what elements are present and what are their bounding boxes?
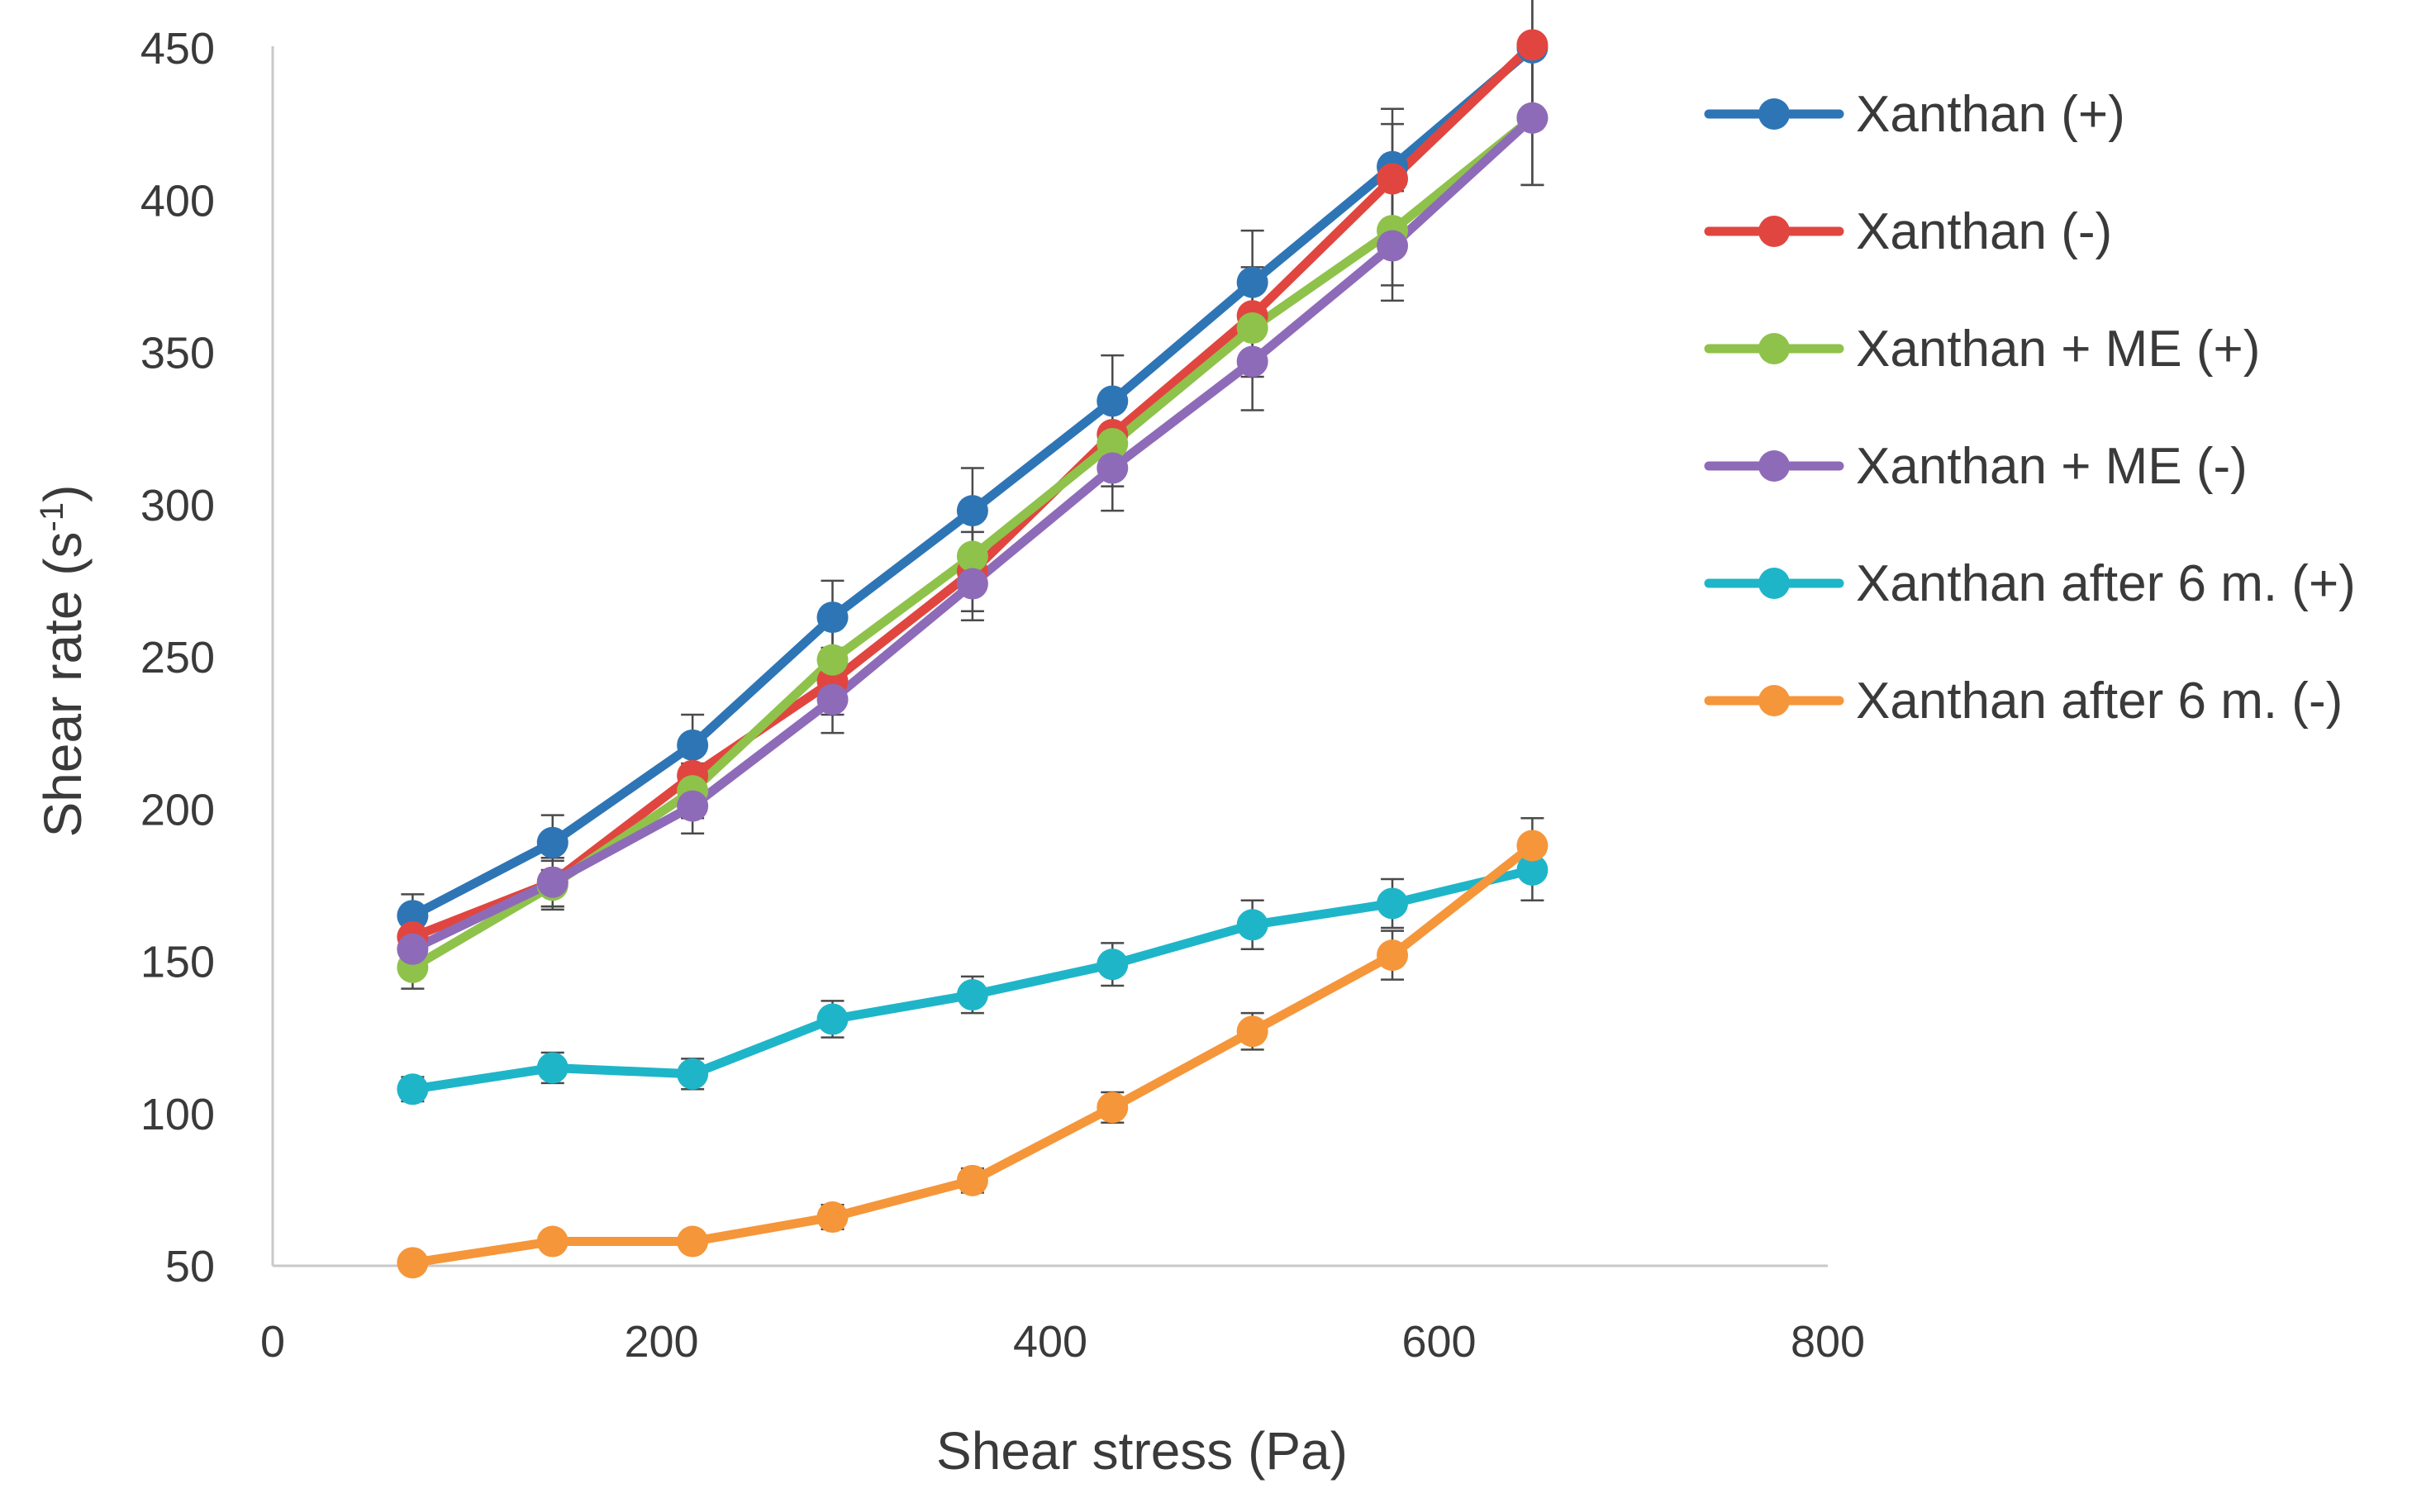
legend-swatch-marker — [1758, 568, 1790, 599]
legend-item-xanthan-me: Xanthan + ME (+) — [1704, 321, 2260, 378]
x-tick-label: 200 — [624, 1317, 698, 1367]
data-point-xanthan-after-6-m — [1377, 887, 1409, 920]
data-point-xanthan-after-6-m — [956, 1164, 988, 1196]
data-point-xanthan-me — [1236, 345, 1268, 378]
data-point-xanthan-me — [816, 683, 849, 716]
data-point-xanthan-me — [956, 540, 988, 573]
y-axis-title: Shear rate (s-1) — [33, 485, 93, 838]
legend-swatch-marker — [1758, 333, 1790, 364]
y-axis-title-close: ) — [33, 485, 93, 502]
legend-item-xanthan: Xanthan (-) — [1704, 203, 2112, 260]
x-axis-title: Shear stress (Pa) — [936, 1421, 1348, 1481]
legend-swatch-marker — [1758, 685, 1790, 716]
x-tick-label: 600 — [1401, 1317, 1476, 1367]
data-point-xanthan-me — [1377, 230, 1409, 262]
legend-swatch-marker — [1758, 216, 1790, 247]
data-point-xanthan-after-6-m — [677, 1225, 709, 1258]
data-point-xanthan-me — [1097, 452, 1129, 484]
data-point-xanthan-after-6-m — [536, 1225, 569, 1258]
y-tick-label: 350 — [140, 329, 215, 378]
data-point-xanthan — [1377, 163, 1409, 195]
data-point-xanthan-after-6-m — [1516, 830, 1549, 862]
legend-label: Xanthan (+) — [1856, 86, 2125, 143]
data-point-xanthan-after-6-m — [677, 1058, 709, 1090]
y-tick-label: 50 — [165, 1242, 215, 1291]
data-point-xanthan-after-6-m — [1236, 909, 1268, 941]
data-point-xanthan-me — [1236, 312, 1268, 345]
legend-item-xanthan-me: Xanthan + ME (-) — [1704, 438, 2248, 495]
y-tick-label: 300 — [140, 481, 215, 530]
data-point-xanthan-me — [816, 644, 849, 676]
data-point-xanthan-me — [397, 933, 429, 965]
x-tick-labels: 0 200 400 600 800 — [260, 1317, 1865, 1367]
data-point-xanthan-after-6-m — [1097, 949, 1129, 981]
data-point-xanthan — [677, 729, 709, 761]
legend-label: Xanthan + ME (+) — [1856, 321, 2260, 378]
data-point-xanthan-after-6-m — [956, 979, 988, 1011]
y-axis-title-superscript: -1 — [34, 502, 70, 532]
legend-swatch-marker — [1758, 450, 1790, 482]
y-tick-label: 400 — [140, 176, 215, 226]
data-point-xanthan-after-6-m — [397, 1247, 429, 1279]
series-lines — [407, 40, 1537, 1267]
data-point-xanthan-after-6-m — [536, 1052, 569, 1084]
data-point-xanthan — [1097, 385, 1129, 417]
data-point-xanthan-me — [1097, 428, 1129, 460]
axes — [271, 46, 1828, 1267]
data-point-xanthan-me — [677, 790, 709, 822]
data-point-xanthan-me — [956, 568, 988, 600]
y-tick-label: 250 — [140, 633, 215, 682]
data-point-xanthan-after-6-m — [1236, 1015, 1268, 1048]
y-tick-label: 450 — [140, 24, 215, 74]
y-tick-label: 200 — [140, 785, 215, 834]
y-tick-label: 150 — [140, 938, 215, 987]
x-tick-label: 400 — [1013, 1317, 1087, 1367]
legend-item-xanthan: Xanthan (+) — [1704, 86, 2125, 143]
data-point-xanthan-after-6-m — [816, 1003, 849, 1035]
legend-label: Xanthan (-) — [1856, 203, 2112, 260]
data-point-xanthan-after-6-m — [1516, 853, 1549, 886]
legend-item-xanthan-after-6-m: Xanthan after 6 m. (+) — [1704, 555, 2356, 612]
x-tick-label: 800 — [1791, 1317, 1865, 1367]
legend-label: Xanthan + ME (-) — [1856, 438, 2248, 495]
y-tick-labels: 50 100 150 200 250 300 350 400 450 — [140, 24, 215, 1291]
data-point-xanthan-after-6-m — [816, 1201, 849, 1234]
legend-label: Xanthan after 6 m. (+) — [1856, 555, 2356, 612]
data-points — [397, 29, 1549, 1279]
data-point-xanthan — [536, 826, 569, 858]
y-axis-title-main: Shear rate (s — [33, 531, 93, 837]
data-point-xanthan — [816, 601, 849, 634]
legend-swatch-marker — [1758, 98, 1790, 130]
data-point-xanthan — [1236, 266, 1268, 298]
data-point-xanthan-after-6-m — [397, 1073, 429, 1105]
data-point-xanthan-me — [536, 866, 569, 898]
data-point-xanthan — [956, 495, 988, 527]
data-point-xanthan-me — [1516, 102, 1549, 134]
legend-item-xanthan-after-6-m: Xanthan after 6 m. (-) — [1704, 673, 2343, 730]
error-bars — [401, 0, 1544, 1270]
data-point-xanthan — [1516, 29, 1549, 61]
data-point-xanthan-after-6-m — [1377, 939, 1409, 972]
legend-label: Xanthan after 6 m. (-) — [1856, 673, 2343, 730]
y-tick-label: 100 — [140, 1090, 215, 1139]
legend: Xanthan (+) Xanthan (-) Xanthan + ME (+) Xa… — [1704, 86, 2356, 730]
x-tick-label: 0 — [260, 1317, 285, 1367]
data-point-xanthan-after-6-m — [1097, 1091, 1129, 1124]
